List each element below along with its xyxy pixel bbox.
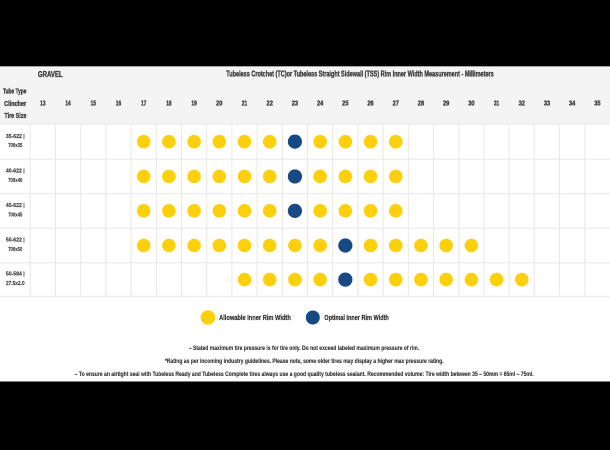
svg-text:16: 16 [116, 101, 121, 108]
svg-text:700x45: 700x45 [8, 212, 23, 218]
svg-text:30: 30 [468, 101, 474, 108]
svg-text:Clincher: Clincher [4, 101, 26, 108]
svg-text:700x40: 700x40 [8, 178, 22, 184]
svg-text:Tire Size: Tire Size [4, 113, 26, 120]
svg-text:Tubeless Crotchet (TC)or Tubel: Tubeless Crotchet (TC)or Tubeless Straig… [226, 70, 494, 79]
svg-text:700x35: 700x35 [8, 143, 23, 149]
svg-text:– To ensure an airtight seal w: – To ensure an airtight seal with Tubele… [75, 371, 534, 378]
svg-text:19: 19 [191, 101, 196, 108]
svg-text:35-622 |: 35-622 | [6, 134, 25, 140]
svg-text:22: 22 [267, 101, 273, 108]
svg-text:45-622 |: 45-622 | [6, 203, 25, 209]
svg-text:700x50: 700x50 [8, 247, 22, 253]
svg-text:17: 17 [141, 101, 146, 108]
svg-text:20: 20 [216, 101, 222, 108]
svg-text:– Stated maximum tire pressure: – Stated maximum tire pressure is for ti… [189, 345, 420, 352]
svg-text:33: 33 [544, 101, 550, 108]
svg-text:35: 35 [594, 101, 600, 108]
svg-text:29: 29 [443, 101, 449, 108]
svg-text:GRAVEL: GRAVEL [38, 70, 63, 79]
svg-text:18: 18 [166, 101, 171, 108]
svg-text:23: 23 [292, 101, 298, 108]
svg-text:Optimal Inner Rim Width: Optimal Inner Rim Width [324, 315, 389, 322]
svg-text:40-622 |: 40-622 | [6, 169, 25, 175]
svg-text:25: 25 [342, 101, 348, 108]
svg-text:50-584 |: 50-584 | [6, 272, 25, 278]
svg-text:13: 13 [40, 101, 45, 108]
svg-text:*Rating as per incoming indust: *Rating as per incoming industry guideli… [165, 358, 444, 365]
svg-text:26: 26 [367, 101, 373, 108]
svg-text:50-622 |: 50-622 | [6, 238, 25, 244]
svg-text:32: 32 [519, 101, 525, 108]
svg-text:21: 21 [242, 101, 247, 108]
svg-text:15: 15 [91, 101, 96, 108]
svg-text:Tube Type: Tube Type [3, 88, 27, 95]
svg-text:27.5x2.0: 27.5x2.0 [6, 281, 25, 287]
svg-text:14: 14 [65, 101, 70, 108]
svg-text:31: 31 [494, 101, 499, 108]
svg-text:Allowable Inner Rim Width: Allowable Inner Rim Width [219, 315, 291, 322]
svg-text:28: 28 [418, 101, 424, 108]
svg-text:34: 34 [569, 101, 575, 108]
svg-text:24: 24 [317, 101, 323, 108]
svg-text:27: 27 [393, 101, 399, 108]
